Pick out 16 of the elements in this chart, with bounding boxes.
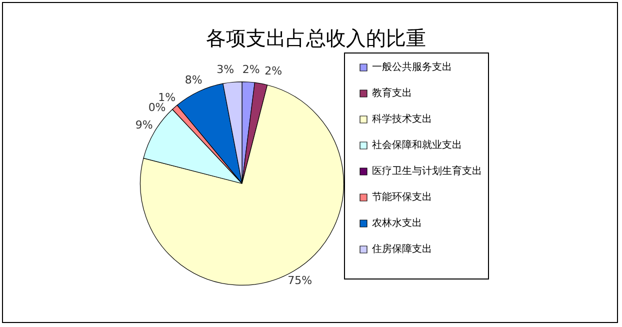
legend-label: 教育支出 [372, 87, 412, 100]
data-label: 2% [264, 64, 282, 78]
legend-label: 一般公共服务支出 [372, 61, 452, 74]
data-label: 9% [135, 118, 153, 132]
chart-title: 各项支出占总收入的比重 [206, 26, 426, 50]
legend-label: 社会保障和就业支出 [372, 139, 462, 152]
data-label: 75% [288, 274, 312, 288]
data-label: 2% [242, 62, 260, 76]
legend-label: 节能环保支出 [372, 191, 432, 204]
text: 0% [148, 100, 166, 114]
legend-label: 住房保障支出 [372, 243, 432, 256]
legend-label: 农林水支出 [372, 217, 422, 230]
data-label: 3% [216, 63, 234, 76]
legend-label: 医疗卫生与计划生育支出 [372, 165, 482, 178]
data-label: 8% [184, 73, 202, 86]
legend-label: 科学技术支出 [372, 113, 432, 126]
